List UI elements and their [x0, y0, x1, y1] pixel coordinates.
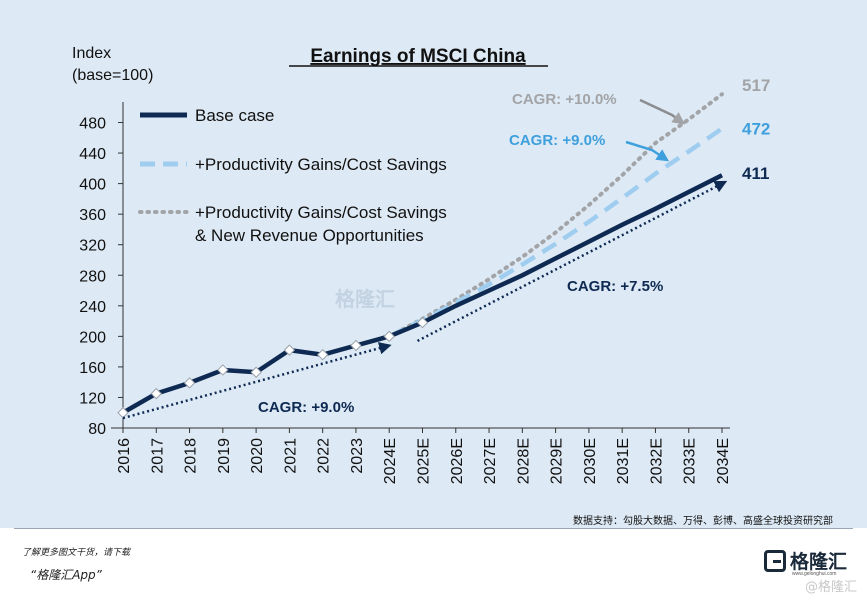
base-point-marker	[350, 339, 362, 352]
x-tick-label: 2024E	[382, 438, 399, 484]
x-tick-label: 2031E	[615, 438, 632, 484]
x-tick-label: 2029E	[549, 438, 566, 484]
base-point-marker	[316, 348, 329, 361]
chart-panel	[0, 0, 867, 528]
cagr-label-9-blue: CAGR: +9.0%	[509, 132, 605, 149]
y-tick-label: 320	[79, 238, 106, 255]
series-line-productivity	[388, 126, 724, 339]
download-note: 了解更多图文干货，请下载	[22, 548, 131, 558]
base-point-marker	[217, 364, 229, 376]
y-tick-label: 120	[79, 390, 106, 407]
legend-label-productivity-revenue-line1: +Productivity Gains/Cost Savings	[195, 203, 447, 222]
y-tick-label: 400	[79, 177, 106, 194]
app-name[interactable]: “格隆汇App”	[30, 568, 102, 582]
base-point-marker	[250, 366, 262, 378]
cagr-arrow-historical	[122, 342, 392, 420]
cagr-arrow-10	[639, 98, 686, 125]
legend-label-productivity: +Productivity Gains/Cost Savings	[195, 155, 447, 174]
chart-title: Earnings of MSCI China	[310, 46, 526, 67]
gelonghui-logo[interactable]: 格隆汇	[764, 547, 847, 574]
cagr-label-7-5: CAGR: +7.5%	[567, 278, 663, 295]
y-tick-label: 280	[79, 268, 106, 285]
end-label-517: 517	[742, 76, 770, 95]
y-axis-label-line2: (base=100)	[72, 67, 153, 84]
cagr-arrow-forecast	[416, 180, 728, 343]
y-tick-label: 200	[79, 329, 106, 346]
x-tick-label: 2025E	[416, 438, 433, 484]
legend-label-base: Base case	[195, 106, 274, 125]
logo-url: www.gelonghui.com	[792, 571, 837, 577]
x-tick-label: 2033E	[682, 438, 699, 484]
x-tick-label: 2018	[183, 438, 200, 474]
y-tick-label: 240	[79, 299, 106, 316]
base-point-marker	[150, 387, 162, 400]
end-label-472: 472	[742, 120, 770, 139]
y-tick-label: 160	[79, 360, 106, 377]
x-tick-label: 2019	[216, 438, 233, 474]
x-tick-label: 2034E	[715, 438, 732, 484]
x-tick-label: 2023	[349, 438, 366, 474]
x-tick-label: 2028E	[515, 438, 532, 484]
y-tick-label: 80	[88, 421, 106, 438]
cagr-label-9-navy: CAGR: +9.0%	[258, 399, 354, 416]
source-note: 数据支持：勾股大数据、万得、彭博、高盛全球投资研究部	[573, 516, 833, 527]
y-tick-label: 440	[79, 146, 106, 163]
x-tick-label: 2016	[116, 438, 133, 474]
base-point-marker	[283, 344, 296, 356]
x-tick-label: 2027E	[482, 438, 499, 484]
earnings-chart: Earnings of MSCI China Index (base=100) 80 1…	[72, 45, 770, 484]
base-point-marker	[383, 330, 395, 343]
watermark: @格隆汇	[804, 580, 857, 595]
legend-label-productivity-revenue-line2: & New Revenue Opportunities	[195, 226, 424, 245]
y-axis-label-line1: Index	[72, 45, 111, 62]
cagr-arrow-9-blue	[625, 140, 670, 162]
x-tick-label: 2032E	[648, 438, 665, 484]
y-tick-label: 360	[79, 207, 106, 224]
x-tick-label: 2026E	[449, 438, 466, 484]
y-tick-label: 480	[79, 116, 106, 133]
x-tick-label: 2020	[249, 438, 266, 474]
logo-text: 格隆汇	[790, 551, 848, 573]
x-tick-label: 2021	[282, 438, 299, 474]
cagr-label-10: CAGR: +10.0%	[512, 91, 617, 108]
chart-watermark: 格隆汇	[335, 287, 395, 311]
footer-divider	[14, 528, 853, 529]
end-label-411: 411	[742, 164, 769, 183]
x-tick-label: 2017	[149, 438, 166, 474]
x-tick-label: 2030E	[582, 438, 599, 484]
base-point-marker	[416, 316, 429, 329]
base-point-marker	[183, 377, 196, 389]
x-tick-label: 2022	[316, 438, 333, 474]
logo-g-icon	[764, 549, 786, 572]
